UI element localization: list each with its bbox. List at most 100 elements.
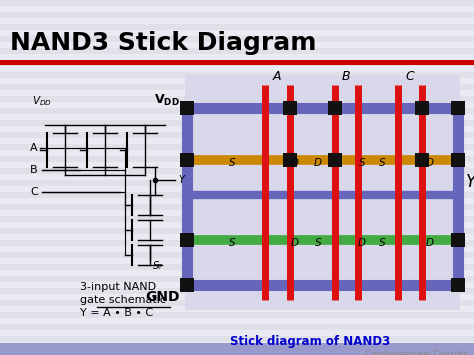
Text: gate schematic: gate schematic — [80, 295, 166, 305]
Bar — [0, 54, 474, 60]
Bar — [0, 144, 474, 150]
Bar — [180, 233, 194, 247]
Text: Y: Y — [178, 175, 184, 185]
Bar — [0, 288, 474, 294]
Text: $S\!\triangledown$: $S\!\triangledown$ — [152, 260, 164, 271]
Bar — [0, 330, 474, 336]
Text: A: A — [30, 143, 38, 153]
Text: B: B — [342, 70, 350, 83]
Text: S: S — [379, 238, 385, 248]
Bar — [0, 204, 474, 210]
Bar — [0, 138, 474, 144]
Bar — [185, 75, 460, 310]
Bar — [0, 324, 474, 330]
Bar — [0, 343, 474, 355]
Bar — [0, 0, 474, 6]
Bar — [0, 30, 474, 36]
Bar — [0, 60, 474, 66]
Bar — [0, 66, 474, 72]
Bar — [0, 312, 474, 318]
Bar — [415, 153, 429, 167]
Bar — [415, 101, 429, 115]
Bar — [0, 228, 474, 234]
Text: 3-input NAND: 3-input NAND — [80, 282, 156, 292]
Bar — [0, 150, 474, 156]
Bar — [451, 101, 465, 115]
Bar — [0, 234, 474, 240]
Bar — [0, 240, 474, 246]
Bar — [0, 24, 474, 30]
Bar — [0, 318, 474, 324]
Text: C: C — [406, 70, 414, 83]
Text: C: C — [30, 187, 38, 197]
Bar — [0, 342, 474, 348]
Bar — [0, 282, 474, 288]
Bar — [0, 246, 474, 252]
Bar — [0, 114, 474, 120]
Bar — [283, 153, 297, 167]
Bar — [0, 6, 474, 12]
Bar — [0, 192, 474, 198]
Bar — [0, 168, 474, 174]
Bar — [0, 198, 474, 204]
Bar — [0, 276, 474, 282]
Bar — [180, 278, 194, 292]
Bar — [0, 102, 474, 108]
Text: B: B — [30, 165, 38, 175]
Bar — [0, 90, 474, 96]
Text: D: D — [291, 158, 299, 168]
Bar — [0, 42, 474, 48]
Bar — [328, 153, 342, 167]
Text: S: S — [359, 158, 365, 168]
Bar — [0, 72, 474, 78]
Text: Y: Y — [466, 173, 474, 191]
Bar — [0, 120, 474, 126]
Bar — [0, 108, 474, 114]
Text: $\mathbf{V_{DD}}$: $\mathbf{V_{DD}}$ — [154, 93, 180, 108]
Bar — [0, 186, 474, 192]
Bar — [0, 306, 474, 312]
Text: D: D — [426, 158, 434, 168]
Bar — [0, 156, 474, 162]
Text: D: D — [291, 238, 299, 248]
Text: $V_{DD}$: $V_{DD}$ — [32, 94, 52, 108]
Text: S: S — [228, 158, 235, 168]
Bar — [0, 12, 474, 18]
Text: D: D — [426, 238, 434, 248]
Text: D: D — [358, 238, 366, 248]
Bar — [0, 96, 474, 102]
Bar — [0, 258, 474, 264]
Text: Y = A • B • C: Y = A • B • C — [80, 308, 153, 318]
Bar — [0, 162, 474, 168]
Bar — [451, 278, 465, 292]
Bar — [0, 294, 474, 300]
Bar — [0, 336, 474, 342]
Bar — [0, 78, 474, 84]
Bar — [0, 264, 474, 270]
Text: Combinational Circuits: Combinational Circuits — [365, 350, 468, 355]
Bar — [0, 48, 474, 54]
Text: GND: GND — [146, 290, 180, 304]
Bar — [180, 101, 194, 115]
Bar — [0, 180, 474, 186]
Text: NAND3 Stick Diagram: NAND3 Stick Diagram — [10, 31, 317, 55]
Bar — [0, 354, 474, 355]
Text: A: A — [273, 70, 281, 83]
Bar — [0, 60, 474, 65]
Bar — [0, 174, 474, 180]
Bar — [283, 101, 297, 115]
Bar — [0, 18, 474, 24]
Bar — [451, 233, 465, 247]
Text: D: D — [314, 158, 322, 168]
Bar — [0, 348, 474, 354]
Text: S: S — [315, 238, 321, 248]
Bar — [0, 270, 474, 276]
Text: S: S — [379, 158, 385, 168]
Bar — [328, 101, 342, 115]
Bar — [0, 210, 474, 216]
Text: Stick diagram of NAND3: Stick diagram of NAND3 — [230, 335, 390, 348]
Bar — [451, 153, 465, 167]
Bar — [0, 126, 474, 132]
Bar — [0, 216, 474, 222]
Bar — [0, 84, 474, 90]
